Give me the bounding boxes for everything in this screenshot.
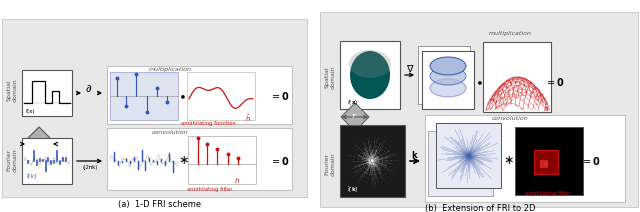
Polygon shape: [341, 103, 369, 131]
Bar: [340, 125, 405, 197]
Bar: [187, 72, 255, 120]
Text: $\hat{h}$: $\hat{h}$: [245, 112, 251, 124]
Text: $=\mathbf{0}$: $=\mathbf{0}$: [270, 90, 290, 102]
Text: convolution: convolution: [492, 117, 529, 121]
Text: $\mathbf{k}$: $\mathbf{k}$: [411, 148, 419, 159]
Text: $\hat{h}$: $\hat{h}$: [543, 102, 549, 114]
Bar: [110, 72, 178, 120]
Text: Spatial
domain: Spatial domain: [324, 65, 335, 89]
Text: annihilating function: annihilating function: [180, 120, 236, 126]
Bar: [534, 150, 558, 174]
Text: $=\mathbf{0}$: $=\mathbf{0}$: [270, 155, 290, 167]
Bar: [483, 42, 551, 112]
Text: Fourier
domain: Fourier domain: [6, 148, 17, 172]
Bar: [425, 115, 625, 202]
Text: (b)  Extension of FRI to 2D: (b) Extension of FRI to 2D: [425, 204, 535, 212]
Bar: [540, 160, 548, 168]
Bar: [320, 12, 638, 207]
Ellipse shape: [430, 67, 466, 85]
Bar: [436, 123, 501, 188]
Text: $\bullet$: $\bullet$: [475, 75, 483, 88]
Bar: [188, 136, 256, 184]
Text: $\nabla$: $\nabla$: [406, 64, 414, 74]
Ellipse shape: [430, 79, 466, 97]
Bar: [107, 128, 292, 190]
Bar: [2, 19, 307, 197]
Polygon shape: [22, 127, 56, 161]
Text: $\ast$: $\ast$: [177, 155, 188, 167]
Ellipse shape: [349, 50, 391, 78]
Text: $\bullet$: $\bullet$: [178, 89, 186, 102]
Text: Fourier
domain: Fourier domain: [324, 152, 335, 176]
Text: $\hat{f}[\mathbf{k}]$: $\hat{f}[\mathbf{k}]$: [347, 185, 358, 195]
Ellipse shape: [350, 51, 390, 99]
Bar: [22, 70, 72, 116]
Bar: [340, 41, 400, 109]
Text: (a)  1-D FRI scheme: (a) 1-D FRI scheme: [118, 199, 202, 208]
Bar: [107, 66, 292, 124]
Ellipse shape: [430, 57, 466, 75]
Text: $\ast$: $\ast$: [502, 155, 513, 167]
Bar: [22, 138, 72, 184]
Text: $=\mathbf{0}$: $=\mathbf{0}$: [581, 155, 601, 167]
Text: f(x): f(x): [26, 109, 35, 114]
Bar: [515, 127, 583, 195]
Text: h: h: [544, 162, 548, 166]
Text: $\mathcal{F}$: $\mathcal{F}$: [351, 112, 357, 120]
Bar: [422, 51, 474, 109]
Text: multiplication: multiplication: [148, 67, 191, 73]
Text: (j2πk): (j2πk): [83, 165, 98, 170]
Text: $\mathcal{F}$: $\mathcal{F}$: [35, 138, 42, 146]
Text: $f(\mathbf{x})$: $f(\mathbf{x})$: [347, 98, 358, 107]
Text: $\hat{f}$[k]: $\hat{f}$[k]: [26, 172, 37, 182]
Text: multiplication: multiplication: [488, 32, 531, 36]
Text: h: h: [235, 178, 239, 184]
Text: annihilating filter: annihilating filter: [187, 187, 233, 192]
Text: $=\mathbf{0}$: $=\mathbf{0}$: [545, 76, 565, 88]
Text: $\partial$: $\partial$: [85, 82, 93, 93]
Bar: [428, 131, 493, 196]
Text: Spatial
domain: Spatial domain: [6, 78, 17, 102]
Text: annihilating filter: annihilating filter: [525, 191, 571, 197]
Text: convolution: convolution: [152, 130, 188, 134]
Bar: [418, 46, 470, 104]
